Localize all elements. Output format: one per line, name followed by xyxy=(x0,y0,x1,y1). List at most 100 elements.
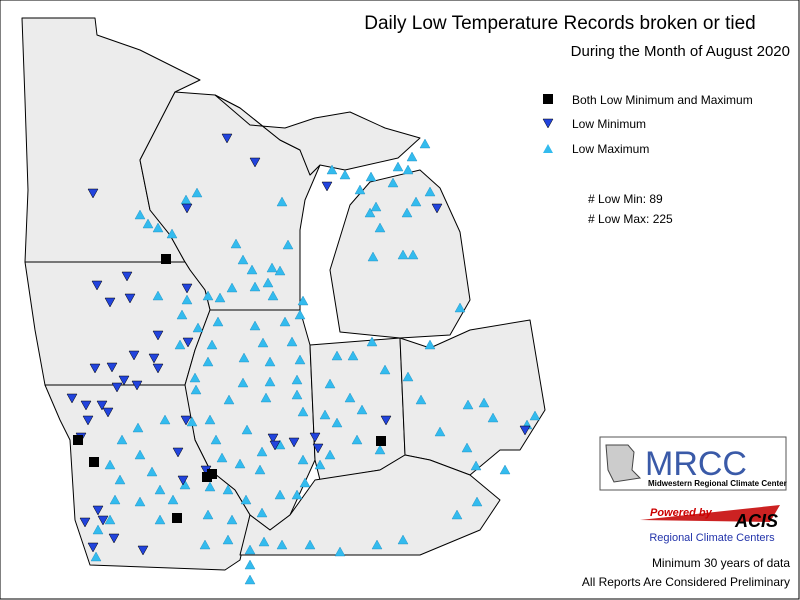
low-min-marker xyxy=(96,400,108,411)
low-max-marker xyxy=(176,309,188,320)
low-min-marker xyxy=(431,203,443,214)
low-max-marker xyxy=(212,316,224,327)
low-max-marker xyxy=(134,449,146,460)
low-min-marker xyxy=(177,475,189,486)
low-max-marker xyxy=(276,196,288,207)
low-min-marker xyxy=(131,380,143,391)
low-max-marker xyxy=(256,446,268,457)
low-max-marker xyxy=(262,277,274,288)
footnote: Minimum 30 years of data xyxy=(652,556,790,570)
low-min-marker xyxy=(249,157,261,168)
acis-sub: Regional Climate Centers xyxy=(649,532,775,544)
low-max-marker xyxy=(146,466,158,477)
legend-label: Low Minimum xyxy=(572,117,646,131)
mrcc-logo: MRCC Midwestern Regional Climate Center xyxy=(599,436,787,491)
low-max-marker xyxy=(371,539,383,550)
low-min-marker xyxy=(221,133,233,144)
low-max-marker xyxy=(344,392,356,403)
low-max-marker xyxy=(499,464,511,475)
low-max-marker xyxy=(470,460,482,471)
low-min-marker xyxy=(152,363,164,374)
low-min-marker xyxy=(269,440,281,451)
low-max-marker xyxy=(304,539,316,550)
low-max-marker xyxy=(331,417,343,428)
low-max-marker xyxy=(410,196,422,207)
low-max-marker xyxy=(204,481,216,492)
low-min-marker xyxy=(87,188,99,199)
low-max-marker xyxy=(392,161,404,172)
low-max-marker xyxy=(249,281,261,292)
low-min-marker xyxy=(89,363,101,374)
low-max-marker xyxy=(234,458,246,469)
low-max-marker xyxy=(487,412,499,423)
low-max-marker xyxy=(222,484,234,495)
low-max-marker xyxy=(192,322,204,333)
low-max-marker xyxy=(454,302,466,313)
low-max-marker xyxy=(434,426,446,437)
both-marker xyxy=(73,435,83,445)
low-min-marker xyxy=(182,337,194,348)
low-min-marker xyxy=(91,280,103,291)
low-max-marker xyxy=(324,378,336,389)
low-max-marker xyxy=(181,294,193,305)
low-max-marker xyxy=(241,424,253,435)
logo-name: MRCC xyxy=(645,445,747,483)
low-max-marker xyxy=(240,494,252,505)
low-max-marker xyxy=(331,350,343,361)
station-markers xyxy=(66,133,541,585)
low-max-marker xyxy=(152,290,164,301)
low-max-marker xyxy=(354,184,366,195)
low-min-marker xyxy=(267,433,279,444)
footnote: All Reports Are Considered Preliminary xyxy=(582,575,790,589)
low-max-marker xyxy=(244,574,256,585)
low-min-marker xyxy=(180,415,192,426)
low-max-marker xyxy=(462,399,474,410)
low-min-marker xyxy=(181,203,193,214)
low-max-marker xyxy=(424,186,436,197)
legend-down xyxy=(542,118,554,129)
low-max-marker xyxy=(204,414,216,425)
low-max-marker xyxy=(347,350,359,361)
low-max-marker xyxy=(114,474,126,485)
low-max-marker xyxy=(374,444,386,455)
low-max-marker xyxy=(267,290,279,301)
low-min-marker xyxy=(321,181,333,192)
low-min-marker xyxy=(79,517,91,528)
low-max-marker xyxy=(132,422,144,433)
logo-map xyxy=(605,444,642,483)
low-max-marker xyxy=(286,336,298,347)
low-max-marker xyxy=(282,239,294,250)
low-max-marker xyxy=(291,389,303,400)
low-min-marker xyxy=(111,382,123,393)
acis-logo: Powered by ACIS Regional Climate Centers xyxy=(640,505,780,544)
low-max-marker xyxy=(314,459,326,470)
low-max-marker xyxy=(222,534,234,545)
low-max-marker xyxy=(152,222,164,233)
low-max-marker xyxy=(365,171,377,182)
low-max-marker xyxy=(529,410,541,421)
low-max-marker xyxy=(402,164,414,175)
low-max-marker xyxy=(223,394,235,405)
low-max-marker xyxy=(374,222,386,233)
low-max-marker xyxy=(276,539,288,550)
low-max-marker xyxy=(166,228,178,239)
low-max-marker xyxy=(142,218,154,229)
low-max-marker xyxy=(294,354,306,365)
low-min-marker xyxy=(124,293,136,304)
low-max-marker xyxy=(202,356,214,367)
low-max-marker xyxy=(104,514,116,525)
low-max-marker xyxy=(189,372,201,383)
low-min-marker xyxy=(288,437,300,448)
low-max-marker xyxy=(90,551,102,562)
low-min-marker xyxy=(80,400,92,411)
both-marker xyxy=(202,472,212,482)
low-min-marker xyxy=(102,407,114,418)
low-min-marker xyxy=(152,330,164,341)
low-max-marker xyxy=(244,544,256,555)
low-min-marker xyxy=(104,297,116,308)
low-min-marker xyxy=(66,393,78,404)
low-max-marker xyxy=(291,374,303,385)
state-mi-upper xyxy=(214,94,421,176)
subtitle: During the Month of August 2020 xyxy=(571,43,790,60)
states xyxy=(21,17,546,571)
